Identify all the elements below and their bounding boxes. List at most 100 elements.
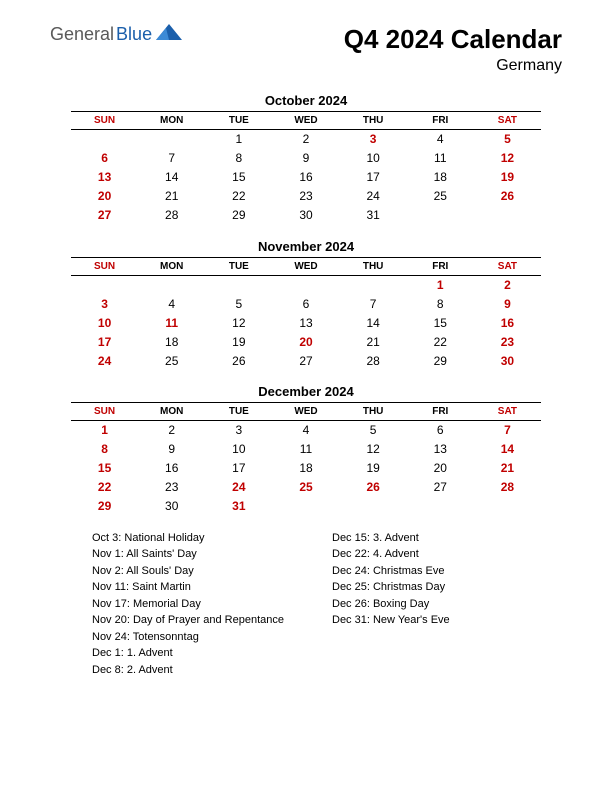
day-header: FRI <box>407 257 474 275</box>
calendar-day: 28 <box>474 478 541 497</box>
day-header: THU <box>340 112 407 130</box>
calendar-row: 20212223242526 <box>71 187 541 206</box>
holidays-list: Oct 3: National HolidayNov 1: All Saints… <box>92 530 562 679</box>
calendar-day: 31 <box>340 206 407 225</box>
calendar-day: 3 <box>340 130 407 149</box>
calendar-day: 17 <box>71 332 138 351</box>
holidays-column-1: Oct 3: National HolidayNov 1: All Saints… <box>92 530 332 679</box>
month-name: November 2024 <box>71 239 541 254</box>
calendar-row: 891011121314 <box>71 440 541 459</box>
holiday-item: Nov 20: Day of Prayer and Repentance <box>92 612 332 629</box>
calendar-day: 22 <box>205 187 272 206</box>
calendar-day: 20 <box>407 459 474 478</box>
day-header: SUN <box>71 112 138 130</box>
calendar-day: 22 <box>71 478 138 497</box>
calendar-day: 18 <box>138 332 205 351</box>
page-subtitle: Germany <box>50 57 562 75</box>
calendar-day: 11 <box>407 149 474 168</box>
calendar-day: 7 <box>340 294 407 313</box>
calendar-day: 18 <box>407 168 474 187</box>
calendar-day <box>272 497 339 516</box>
calendar-day: 9 <box>138 440 205 459</box>
calendar-row: 3456789 <box>71 294 541 313</box>
calendar-day: 26 <box>340 478 407 497</box>
calendar-day: 28 <box>138 206 205 225</box>
calendar-day: 11 <box>272 440 339 459</box>
calendar-day: 12 <box>340 440 407 459</box>
holiday-item: Nov 11: Saint Martin <box>92 579 332 596</box>
calendar-day: 6 <box>272 294 339 313</box>
calendar-day: 21 <box>340 332 407 351</box>
day-header: SAT <box>474 403 541 421</box>
calendar-day: 31 <box>205 497 272 516</box>
holiday-item: Dec 31: New Year's Eve <box>332 612 562 629</box>
calendar-day: 11 <box>138 313 205 332</box>
calendar-day <box>340 275 407 294</box>
day-header: MON <box>138 112 205 130</box>
calendar-day: 16 <box>272 168 339 187</box>
calendar-day: 16 <box>138 459 205 478</box>
calendar-day: 14 <box>474 440 541 459</box>
day-header: MON <box>138 257 205 275</box>
calendar-day: 5 <box>474 130 541 149</box>
calendar-row: 13141516171819 <box>71 168 541 187</box>
calendar-day: 20 <box>71 187 138 206</box>
calendar-row: 17181920212223 <box>71 332 541 351</box>
calendar-table: SUNMONTUEWEDTHUFRISAT1234567891011121314… <box>71 257 541 371</box>
calendar-day: 4 <box>138 294 205 313</box>
calendar-day: 14 <box>340 313 407 332</box>
calendar-day: 15 <box>407 313 474 332</box>
calendar-day: 14 <box>138 168 205 187</box>
calendar-day: 25 <box>407 187 474 206</box>
calendar-row: 15161718192021 <box>71 459 541 478</box>
calendar-day: 13 <box>407 440 474 459</box>
calendar-day: 24 <box>205 478 272 497</box>
calendar-day <box>138 275 205 294</box>
calendar-day: 19 <box>474 168 541 187</box>
day-header: MON <box>138 403 205 421</box>
calendar-day: 8 <box>205 149 272 168</box>
calendar-day: 23 <box>272 187 339 206</box>
calendar-day: 19 <box>340 459 407 478</box>
calendar-day: 10 <box>340 149 407 168</box>
calendar-day: 12 <box>474 149 541 168</box>
calendar-day: 21 <box>138 187 205 206</box>
holiday-item: Dec 15: 3. Advent <box>332 530 562 547</box>
calendar-day: 24 <box>340 187 407 206</box>
calendar-day: 1 <box>205 130 272 149</box>
calendar-day: 6 <box>407 421 474 440</box>
day-header: SAT <box>474 112 541 130</box>
calendar-day: 17 <box>205 459 272 478</box>
brand-word-2: Blue <box>116 24 152 45</box>
calendar-day: 1 <box>407 275 474 294</box>
months-container: October 2024SUNMONTUEWEDTHUFRISAT1234567… <box>50 93 562 516</box>
calendar-day: 26 <box>205 351 272 370</box>
calendar-day: 25 <box>138 351 205 370</box>
calendar-day: 27 <box>71 206 138 225</box>
calendar-day: 25 <box>272 478 339 497</box>
holidays-column-2: Dec 15: 3. AdventDec 22: 4. AdventDec 24… <box>332 530 562 679</box>
day-header: THU <box>340 403 407 421</box>
day-header: SUN <box>71 403 138 421</box>
holiday-item: Nov 2: All Souls' Day <box>92 563 332 580</box>
calendar-day: 17 <box>340 168 407 187</box>
calendar-day: 5 <box>340 421 407 440</box>
calendar-day: 15 <box>205 168 272 187</box>
calendar-day: 29 <box>71 497 138 516</box>
calendar-day: 16 <box>474 313 541 332</box>
calendar-day: 2 <box>474 275 541 294</box>
holiday-item: Dec 26: Boxing Day <box>332 596 562 613</box>
calendar-day: 30 <box>272 206 339 225</box>
calendar-day: 1 <box>71 421 138 440</box>
calendar-day: 23 <box>138 478 205 497</box>
calendar-day: 10 <box>71 313 138 332</box>
calendar-row: 2728293031 <box>71 206 541 225</box>
calendar-day: 19 <box>205 332 272 351</box>
calendar-row: 6789101112 <box>71 149 541 168</box>
calendar-day: 4 <box>407 130 474 149</box>
calendar-day <box>407 206 474 225</box>
calendar-day: 22 <box>407 332 474 351</box>
day-header: FRI <box>407 403 474 421</box>
day-header: THU <box>340 257 407 275</box>
day-header: WED <box>272 403 339 421</box>
